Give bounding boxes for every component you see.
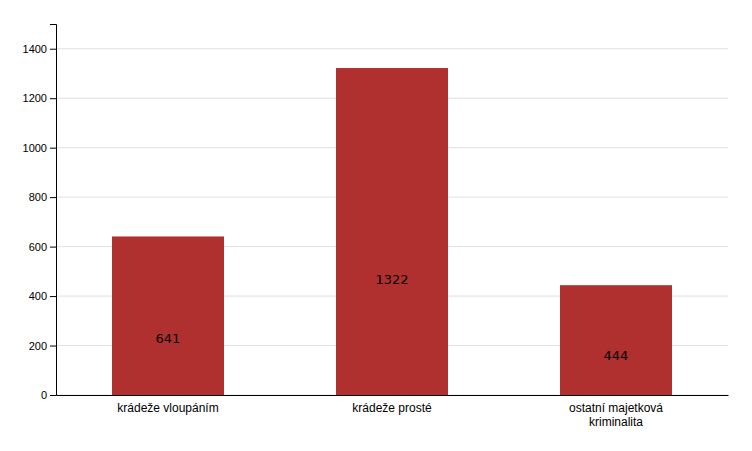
y-tick-label: 1200 xyxy=(23,92,47,104)
grid-line xyxy=(56,48,728,49)
y-tick: 600 xyxy=(29,241,56,253)
y-tick: 800 xyxy=(29,191,56,203)
y-tick-label: 200 xyxy=(29,340,47,352)
x-tick-label: krádeže prosté xyxy=(352,401,432,415)
y-tick-mark xyxy=(50,148,56,149)
y-tick: 1200 xyxy=(23,92,56,104)
y-tick-mark xyxy=(50,296,56,297)
y-tick-mark xyxy=(50,98,56,99)
y-tick: 1000 xyxy=(23,142,56,154)
x-tick-label-line: ostatní majetková xyxy=(569,401,663,415)
bar xyxy=(336,68,448,395)
data-labels: 641 1322 444 xyxy=(156,272,629,363)
bars xyxy=(112,68,672,395)
x-tick-label: krádeže vloupáním xyxy=(117,401,218,415)
y-tick-label: 800 xyxy=(29,191,47,203)
bar xyxy=(560,285,672,395)
x-tick-label-line: krádeže prosté xyxy=(352,401,432,415)
x-tick: krádeže prosté xyxy=(352,401,432,415)
y-tick-mark xyxy=(50,197,56,198)
y-tick-mark xyxy=(50,395,56,396)
y-tick-label: 600 xyxy=(29,241,47,253)
chart-container: 0 200 400 600 800 1000 1200 1400 krádeže vloupán… xyxy=(0,0,752,451)
x-tick: krádeže vloupáním xyxy=(117,401,218,415)
y-tick-mark xyxy=(50,346,56,347)
y-tick-label: 1000 xyxy=(23,142,47,154)
x-tick: ostatní majetkovákriminalita xyxy=(569,401,663,429)
y-tick: 0 xyxy=(41,389,56,401)
data-label: 444 xyxy=(604,348,629,363)
y-tick-label: 0 xyxy=(41,389,47,401)
x-axis-line xyxy=(57,395,729,396)
y-tick: 400 xyxy=(29,290,56,302)
y-tick-label: 400 xyxy=(29,290,47,302)
chart-svg: 0 200 400 600 800 1000 1200 1400 krádeže vloupán… xyxy=(0,0,752,451)
x-tick-label-line: krádeže vloupáním xyxy=(117,401,218,415)
y-tick-label: 1400 xyxy=(23,43,47,55)
plot-area: 0 200 400 600 800 1000 1200 1400 krádeže vloupán… xyxy=(23,25,729,429)
y-tick-mark xyxy=(50,49,56,50)
x-axis: krádeže vloupáním krádeže prosté ostatní m… xyxy=(57,396,729,429)
y-axis: 0 200 400 600 800 1000 1200 1400 xyxy=(23,25,57,402)
y-tick: 1400 xyxy=(23,43,56,55)
y-tick-mark xyxy=(50,247,56,248)
y-tick: 200 xyxy=(29,340,56,352)
x-tick-label-line: kriminalita xyxy=(589,415,643,429)
data-label: 1322 xyxy=(375,272,408,287)
data-label: 641 xyxy=(156,331,181,346)
x-tick-label: ostatní majetkovákriminalita xyxy=(569,401,663,429)
bar xyxy=(112,236,224,395)
grid xyxy=(56,49,728,395)
y-axis-line xyxy=(50,25,57,396)
